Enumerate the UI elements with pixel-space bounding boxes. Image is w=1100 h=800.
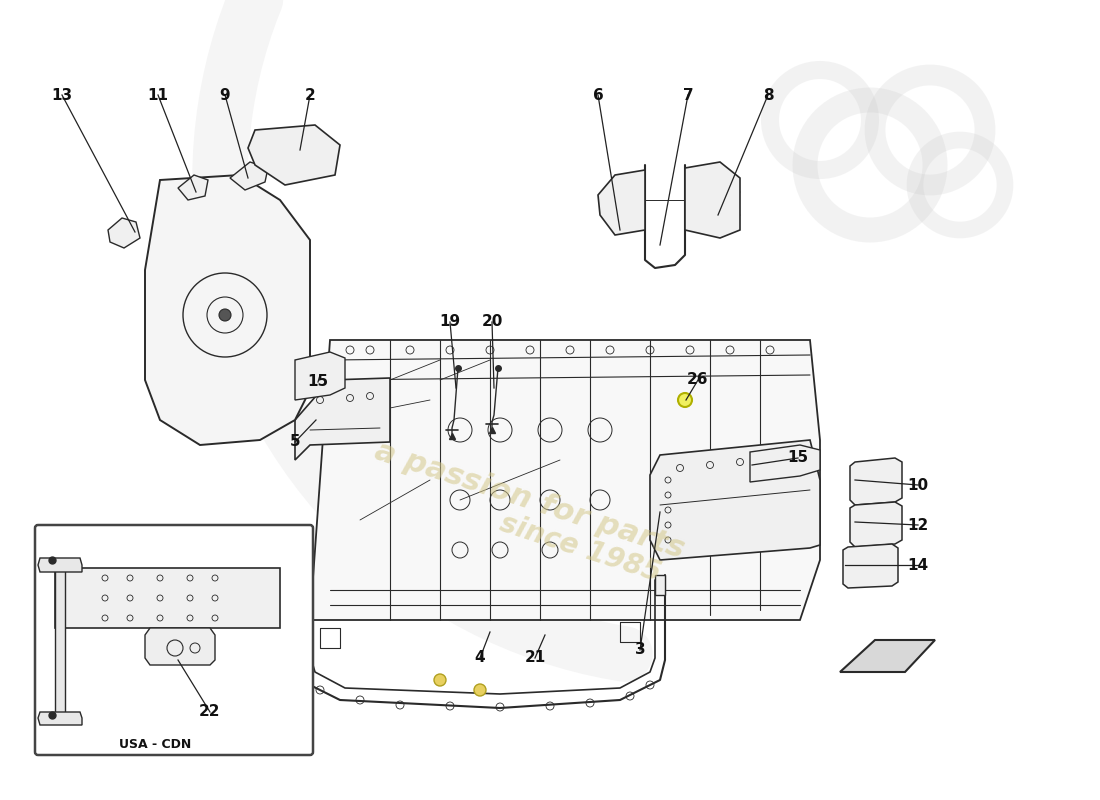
Polygon shape — [310, 340, 820, 620]
Text: 21: 21 — [525, 650, 546, 666]
Text: 7: 7 — [683, 87, 693, 102]
Text: 11: 11 — [147, 87, 168, 102]
Polygon shape — [850, 502, 902, 547]
Polygon shape — [230, 162, 268, 190]
Polygon shape — [295, 352, 345, 400]
FancyBboxPatch shape — [35, 525, 314, 755]
Polygon shape — [108, 218, 140, 248]
Polygon shape — [39, 558, 82, 572]
Circle shape — [219, 309, 231, 321]
Polygon shape — [178, 175, 208, 200]
Circle shape — [678, 393, 692, 407]
Polygon shape — [840, 640, 935, 672]
Polygon shape — [55, 568, 65, 718]
Text: USA - CDN: USA - CDN — [119, 738, 191, 751]
Text: 2: 2 — [305, 87, 316, 102]
Text: 26: 26 — [688, 373, 708, 387]
Text: 14: 14 — [908, 558, 928, 573]
Polygon shape — [654, 575, 666, 595]
Polygon shape — [685, 162, 740, 238]
Text: 20: 20 — [482, 314, 503, 330]
Text: 9: 9 — [220, 87, 230, 102]
Circle shape — [434, 674, 446, 686]
Polygon shape — [650, 440, 820, 560]
Text: 15: 15 — [307, 374, 329, 390]
Polygon shape — [598, 170, 645, 235]
Text: a passion for parts: a passion for parts — [372, 436, 689, 564]
Text: 4: 4 — [475, 650, 485, 666]
Polygon shape — [145, 175, 310, 445]
Text: 13: 13 — [52, 87, 73, 102]
Text: since 1985: since 1985 — [496, 509, 664, 587]
Text: 12: 12 — [908, 518, 928, 533]
Text: 22: 22 — [199, 705, 221, 719]
Polygon shape — [39, 712, 82, 725]
Text: 15: 15 — [788, 450, 808, 466]
Polygon shape — [248, 125, 340, 185]
Polygon shape — [843, 544, 898, 588]
Circle shape — [474, 684, 486, 696]
Text: 5: 5 — [289, 434, 300, 450]
Text: 3: 3 — [635, 642, 646, 658]
Polygon shape — [750, 445, 820, 482]
Polygon shape — [850, 458, 902, 505]
Text: 6: 6 — [593, 87, 604, 102]
Polygon shape — [295, 560, 310, 580]
Polygon shape — [295, 378, 390, 460]
Text: 19: 19 — [439, 314, 461, 330]
Text: 8: 8 — [762, 87, 773, 102]
Polygon shape — [55, 568, 280, 628]
Text: 10: 10 — [908, 478, 928, 493]
Polygon shape — [145, 628, 214, 665]
